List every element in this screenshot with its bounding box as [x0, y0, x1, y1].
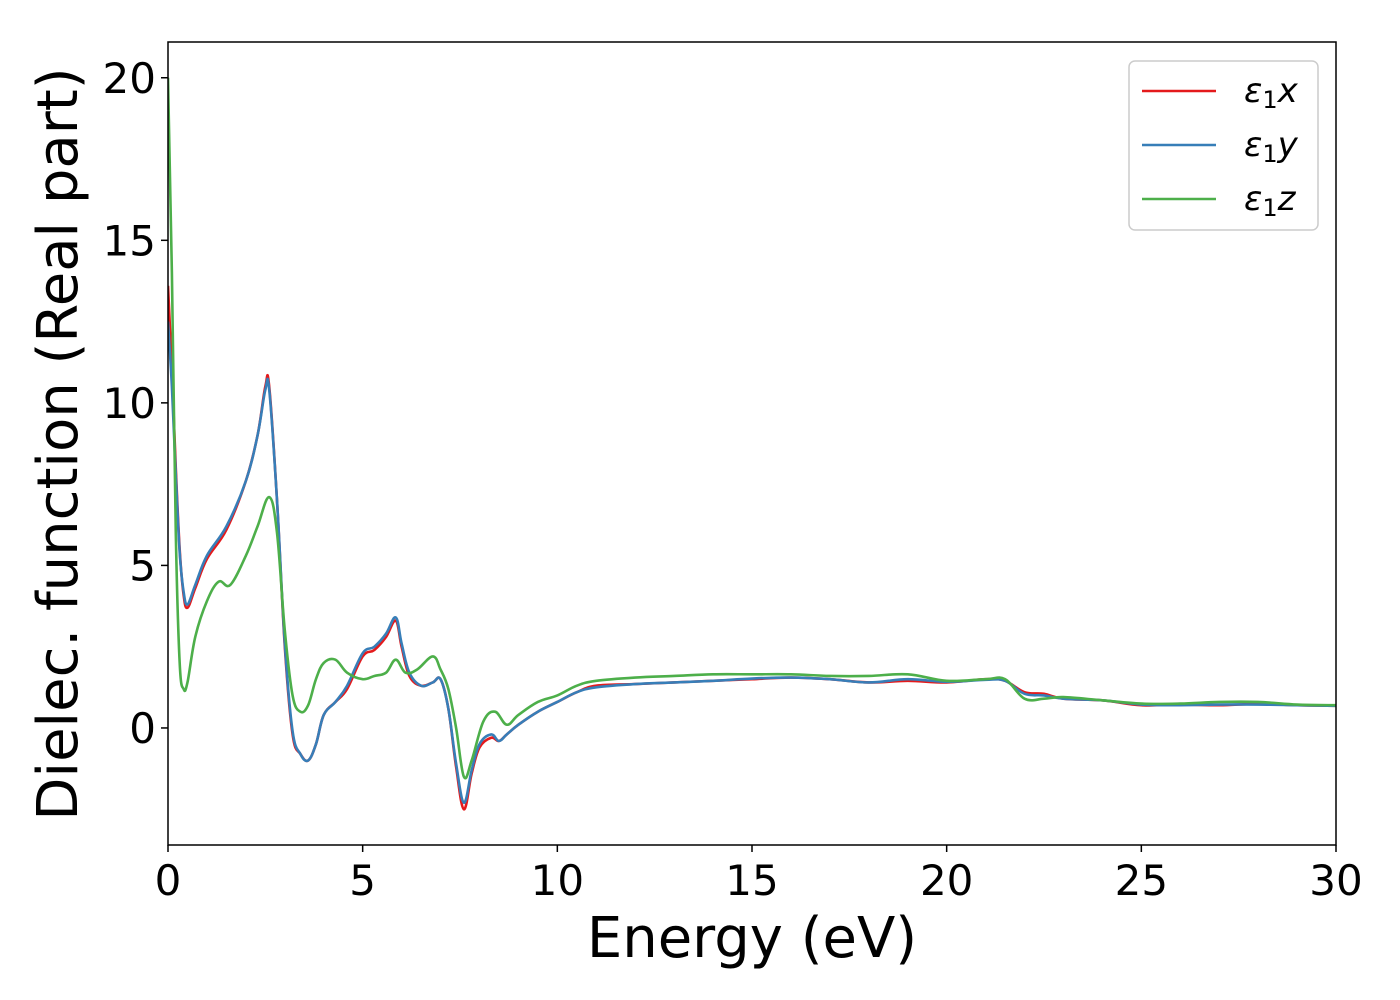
x-tick-label: 5 — [349, 856, 376, 905]
x-tick-label: 15 — [725, 856, 778, 905]
x-tick-label: 30 — [1309, 856, 1362, 905]
y-axis-label: Dielec. function (Real part) — [26, 67, 91, 820]
x-tick-label: 20 — [920, 856, 973, 905]
series-line-z — [168, 77, 1336, 780]
x-tick-label: 0 — [155, 856, 182, 905]
legend-items: ε1x ε1y ε1z — [1142, 71, 1299, 222]
legend-box — [1128, 60, 1319, 231]
y-tick-label: 20 — [103, 54, 156, 103]
y-axis-ticks: 0 5 10 15 20 — [103, 54, 168, 753]
x-axis-ticks: 0 5 10 15 20 25 30 — [155, 845, 1363, 905]
legend: ε1x ε1y ε1z — [1128, 60, 1319, 231]
legend-label-x: ε1x — [1244, 71, 1299, 114]
y-tick-label: 10 — [103, 379, 156, 428]
series-layer — [168, 77, 1336, 811]
x-tick-label: 25 — [1115, 856, 1168, 905]
x-tick-label: 10 — [531, 856, 584, 905]
y-tick-label: 15 — [103, 216, 156, 265]
y-tick-label: 0 — [129, 704, 156, 753]
legend-label-z: ε1z — [1244, 179, 1297, 222]
legend-label-y: ε1y — [1244, 125, 1299, 168]
y-tick-label: 5 — [129, 541, 156, 590]
x-axis-label: Energy (eV) — [587, 906, 917, 971]
